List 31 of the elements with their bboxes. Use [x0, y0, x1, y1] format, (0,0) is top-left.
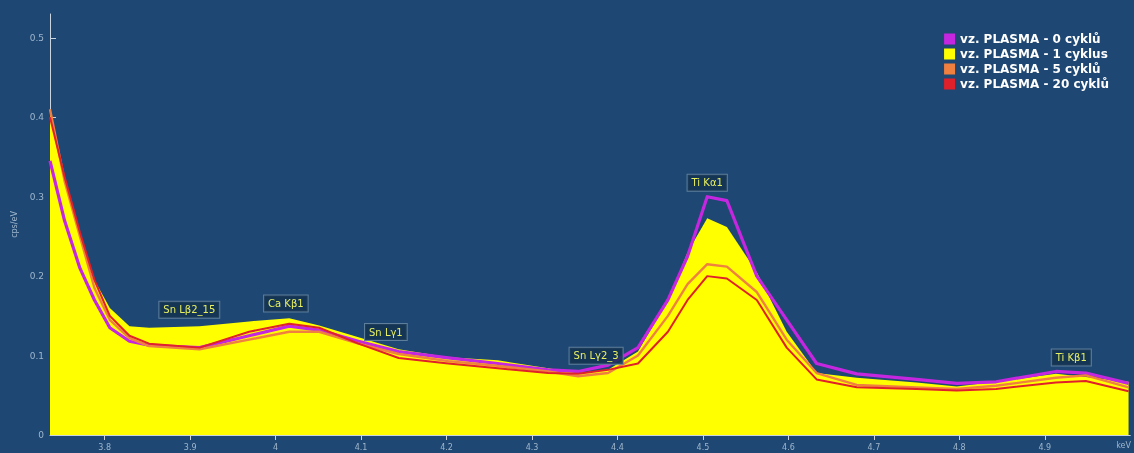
y-tick-label: 0 [38, 430, 45, 440]
y-axis-title: cps/eV [10, 210, 20, 238]
x-tick-label: 4 [273, 442, 279, 452]
y-tick-label: 0.2 [29, 271, 44, 282]
x-axis-title: keV [1116, 440, 1132, 450]
x-tick-label: 4.2 [440, 442, 453, 452]
annotation: Sn Lγ1 [369, 326, 403, 338]
x-tick-label: 4.5 [696, 442, 710, 452]
x-tick-label: 4.3 [525, 442, 539, 452]
x-tick-label: 3.9 [183, 442, 197, 452]
x-tick-label: 4.9 [1038, 442, 1052, 452]
annotation: Ca Kβ1 [268, 297, 304, 309]
legend-label: vz. PLASMA - 5 cyklů [960, 62, 1101, 76]
annotation: Sn Lγ2_3 [573, 350, 619, 363]
legend-label: vz. PLASMA - 20 cyklů [960, 77, 1110, 91]
y-tick-label: 0.5 [29, 32, 44, 43]
annotation: Ti Kβ1 [1054, 351, 1087, 363]
line-series [48, 159, 1131, 385]
x-tick-label: 4.7 [867, 442, 881, 452]
x-tick-label: 3.8 [98, 442, 112, 452]
annotation: Sn Lβ2_15 [163, 304, 216, 317]
legend-label: vz. PLASMA - 0 cyklů [960, 32, 1101, 46]
x-tick-label: 4.1 [354, 442, 368, 452]
x-tick-label: 4.6 [782, 442, 795, 452]
y-tick-label: 0.4 [29, 112, 45, 123]
y-tick-label: 0.1 [29, 350, 44, 361]
legend-label: vz. PLASMA - 1 cyklus [960, 47, 1108, 61]
y-tick-label: 0.3 [29, 191, 44, 202]
x-tick-label: 4.4 [611, 442, 624, 452]
x-tick-label: 4.8 [952, 442, 966, 452]
annotation: Ti Kα1 [690, 177, 723, 189]
